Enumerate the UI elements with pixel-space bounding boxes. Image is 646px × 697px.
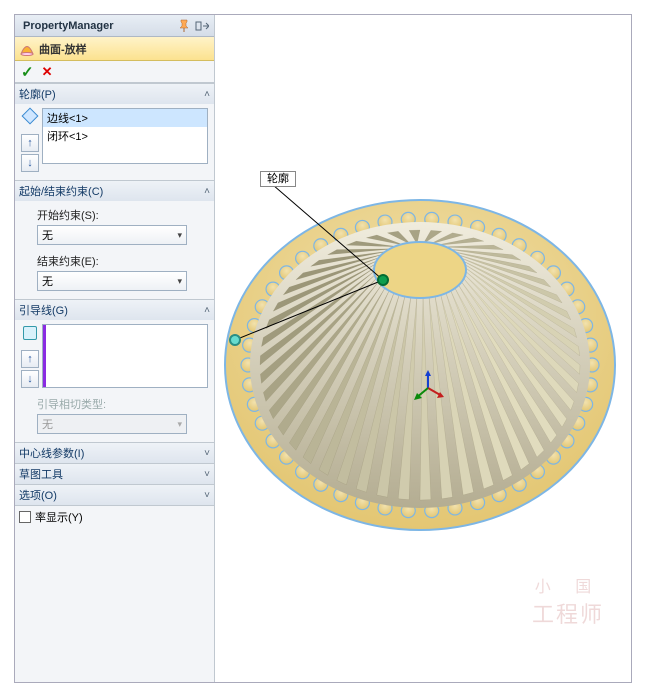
section-options-header[interactable]: 选项(O) bbox=[15, 485, 214, 505]
profile-callout[interactable]: 轮廓 bbox=[260, 170, 296, 186]
section-constraints-title: 起始/结束约束(C) bbox=[19, 183, 103, 199]
guide-tangent-label: 引导相切类型: bbox=[37, 396, 208, 412]
section-constraints: 起始/结束约束(C) 开始约束(S): 无 结束约束(E): 无 bbox=[15, 180, 214, 299]
guide-move-up-button[interactable]: ↑ bbox=[21, 350, 39, 368]
profile-end-handle[interactable] bbox=[229, 334, 241, 346]
section-sketchtools: 草图工具 bbox=[15, 463, 214, 484]
graphics-viewport[interactable]: 轮廓 小 国 工程师 bbox=[215, 15, 631, 682]
guides-listbox[interactable] bbox=[42, 324, 208, 388]
start-constraint-select[interactable]: 无 bbox=[37, 225, 187, 245]
section-guides: 引导线(G) ↑ ↓ 引导相切类型: 无 bbox=[15, 299, 214, 442]
end-constraint-value: 无 bbox=[42, 273, 53, 289]
list-item[interactable]: 边线<1> bbox=[43, 109, 207, 127]
property-manager-panel: PropertyManager 曲面-放样 ✓ ✕ 轮廓(P) bbox=[15, 15, 215, 682]
profiles-listbox[interactable]: 边线<1> 闭环<1> bbox=[42, 108, 208, 164]
section-sketchtools-header[interactable]: 草图工具 bbox=[15, 464, 214, 484]
end-constraint-label: 结束约束(E): bbox=[37, 253, 208, 269]
section-profiles-header[interactable]: 轮廓(P) bbox=[15, 84, 214, 104]
section-centerline-header[interactable]: 中心线参数(I) bbox=[15, 443, 214, 463]
watermark-line2: 工程师 bbox=[532, 597, 604, 629]
end-constraint-select[interactable]: 无 bbox=[37, 271, 187, 291]
orientation-triad[interactable] bbox=[410, 370, 446, 409]
ok-button[interactable]: ✓ bbox=[21, 63, 34, 81]
section-sketchtools-title: 草图工具 bbox=[19, 466, 63, 482]
cancel-button[interactable]: ✕ bbox=[42, 64, 53, 80]
section-centerline: 中心线参数(I) bbox=[15, 442, 214, 463]
loft-surface-icon bbox=[19, 41, 35, 57]
watermark: 小 国 工程师 bbox=[513, 546, 623, 656]
curvature-label: 率显示(Y) bbox=[35, 509, 83, 525]
pm-titlebar: PropertyManager bbox=[15, 15, 214, 37]
section-profiles: 轮廓(P) ↑ ↓ 边线<1> 闭环<1> bbox=[15, 83, 214, 180]
curvature-display-row[interactable]: 率显示(Y) bbox=[15, 505, 214, 527]
guide-tangent-value: 无 bbox=[42, 416, 53, 432]
list-item[interactable]: 闭环<1> bbox=[43, 127, 207, 145]
profile-start-handle[interactable] bbox=[377, 274, 389, 286]
section-constraints-header[interactable]: 起始/结束约束(C) bbox=[15, 181, 214, 201]
start-constraint-label: 开始约束(S): bbox=[37, 207, 208, 223]
profile-selector-icon[interactable] bbox=[22, 108, 39, 125]
pm-title-text: PropertyManager bbox=[19, 20, 174, 32]
section-profiles-title: 轮廓(P) bbox=[19, 86, 56, 102]
move-up-button[interactable]: ↑ bbox=[21, 134, 39, 152]
guide-tangent-select: 无 bbox=[37, 414, 187, 434]
section-options: 选项(O) bbox=[15, 484, 214, 505]
guide-selector-icon[interactable] bbox=[23, 326, 37, 340]
section-guides-header[interactable]: 引导线(G) bbox=[15, 300, 214, 320]
pin-icon[interactable] bbox=[176, 18, 192, 34]
guide-move-down-button[interactable]: ↓ bbox=[21, 370, 39, 388]
pm-action-row: ✓ ✕ bbox=[15, 61, 214, 83]
move-down-button[interactable]: ↓ bbox=[21, 154, 39, 172]
keep-visible-icon[interactable] bbox=[194, 18, 210, 34]
feature-title: 曲面-放样 bbox=[39, 41, 87, 57]
section-guides-title: 引导线(G) bbox=[19, 302, 68, 318]
callout-label: 轮廓 bbox=[260, 171, 296, 187]
start-constraint-value: 无 bbox=[42, 227, 53, 243]
feature-title-row: 曲面-放样 bbox=[15, 37, 214, 61]
section-options-title: 选项(O) bbox=[19, 487, 57, 503]
section-centerline-title: 中心线参数(I) bbox=[19, 445, 84, 461]
watermark-line1: 小 国 bbox=[535, 573, 601, 597]
curvature-checkbox[interactable] bbox=[19, 511, 31, 523]
